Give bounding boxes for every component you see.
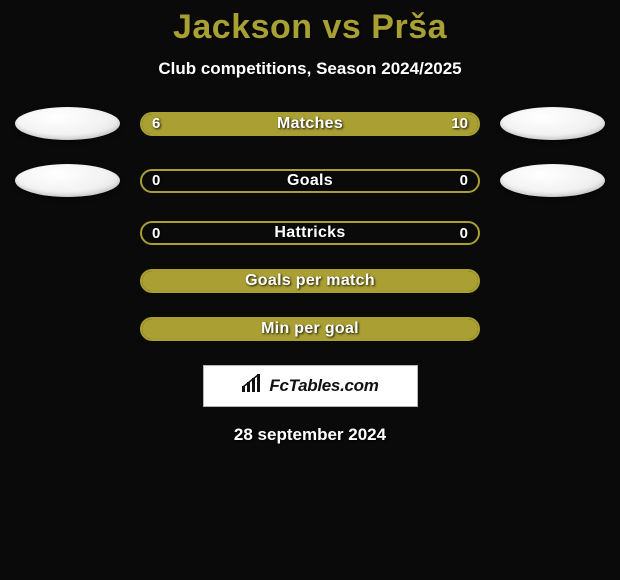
stat-row: Min per goal	[0, 317, 620, 341]
date-label: 28 september 2024	[0, 425, 620, 445]
stat-rows: 610Matches00Goals00HattricksGoals per ma…	[0, 107, 620, 341]
stat-bar: 0 0Goals	[140, 169, 480, 193]
stat-row: 0 0Goals	[0, 164, 620, 197]
stat-value-left: 0	[152, 171, 160, 191]
stat-row: 0 0Hattricks	[0, 221, 620, 245]
bar-fill-left	[142, 114, 268, 134]
stat-bar: 0 0Hattricks	[140, 221, 480, 245]
stat-bar: Min per goal	[140, 317, 480, 341]
stat-row: 610Matches	[0, 107, 620, 140]
stat-value-right: 0	[460, 223, 468, 243]
stat-bar: Goals per match	[140, 269, 480, 293]
player-avatar-left	[15, 107, 120, 140]
brand-box: FcTables.com	[203, 365, 418, 407]
stat-label: Goals	[142, 171, 478, 191]
player-avatar-right	[500, 164, 605, 197]
page-title: Jackson vs Prša	[0, 8, 620, 47]
infographic-container: Jackson vs Prša Club competitions, Seaso…	[0, 0, 620, 445]
subtitle: Club competitions, Season 2024/2025	[0, 59, 620, 79]
bar-fill	[142, 319, 478, 339]
stat-value-right: 0	[460, 171, 468, 191]
stat-value-right: 10	[451, 114, 468, 134]
stat-value-left: 6	[152, 114, 160, 134]
stat-bar: 610Matches	[140, 112, 480, 136]
chart-icon	[241, 374, 263, 399]
player-avatar-left	[15, 164, 120, 197]
stat-row: Goals per match	[0, 269, 620, 293]
bar-fill	[142, 271, 478, 291]
stat-label: Hattricks	[142, 223, 478, 243]
bar-fill-right	[268, 114, 478, 134]
stat-value-left: 0	[152, 223, 160, 243]
brand-text: FcTables.com	[269, 376, 378, 396]
player-avatar-right	[500, 107, 605, 140]
